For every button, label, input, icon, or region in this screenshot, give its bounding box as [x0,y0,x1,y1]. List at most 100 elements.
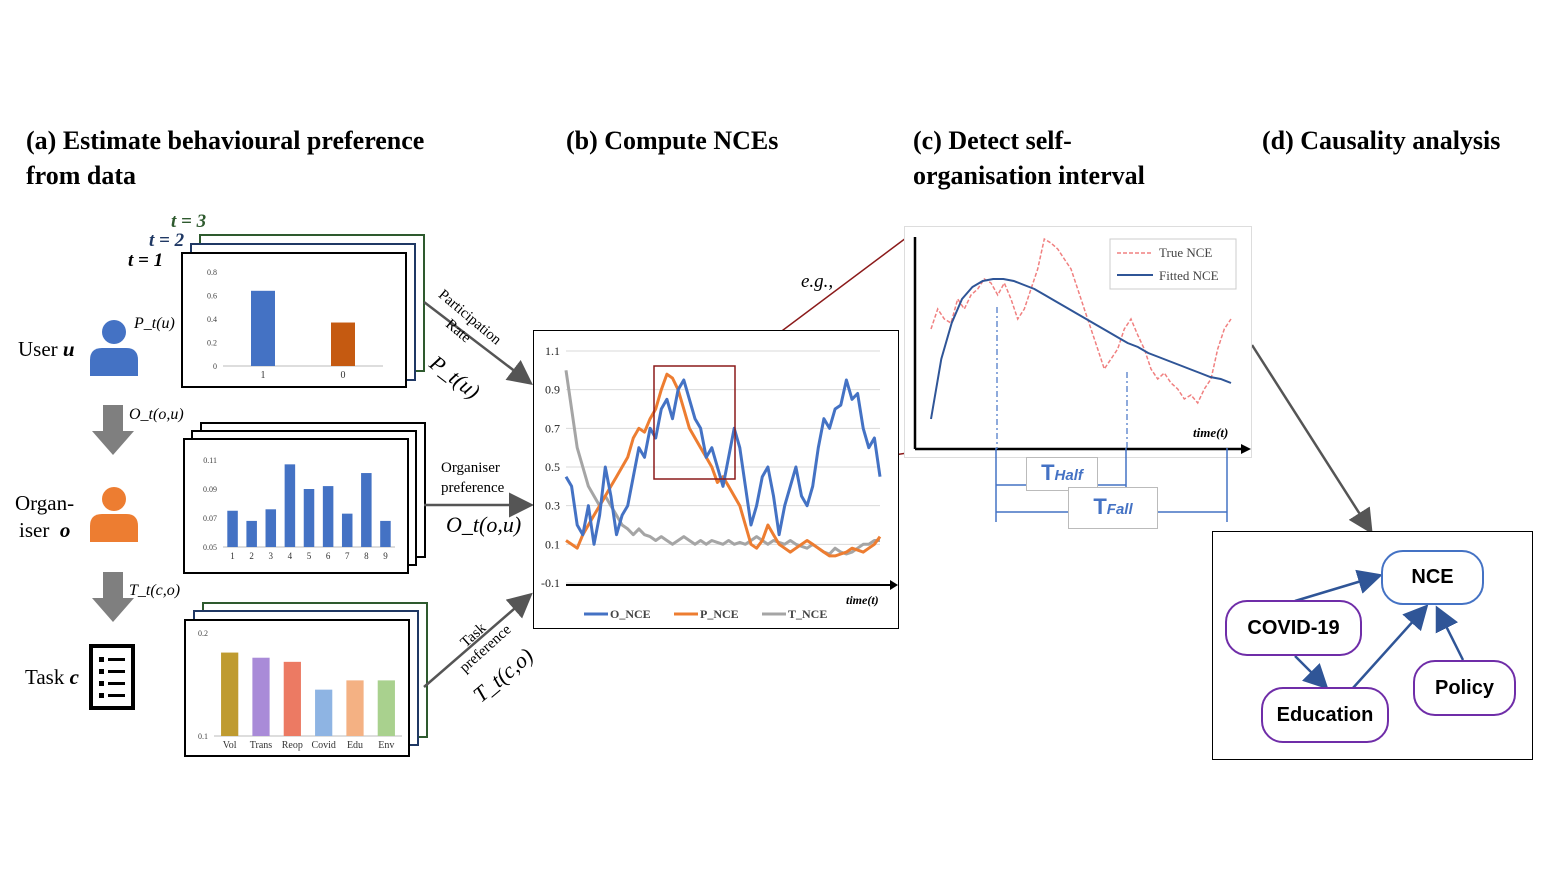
chart3-bar [221,652,239,736]
chart2-bar [246,520,257,547]
series-fitted-nce [930,278,1232,420]
chart1-xtick: 1 [261,370,266,381]
legend-label-true-nce: True NCE [1159,245,1212,260]
c-xlabel: time(t) [1193,425,1228,440]
nce-ytick: -0.1 [541,576,560,590]
nce-ytick: 0.5 [545,460,560,474]
series-true-nce [930,237,1232,405]
legend-label-P_NCE: P_NCE [700,607,739,621]
chart3-xtick: Vol [223,740,237,751]
chart1-ytick: 0.2 [207,339,217,348]
participation-bar-chart: 0.8 0.6 0.4 0.2 0 1 0 [207,268,383,381]
chart3-bar [252,657,270,736]
heading-c: (c) Detect self- organisation interval [913,123,1145,193]
chart2-xtick: 1 [230,551,235,561]
p-t-u-label: P_t(u) [134,315,175,332]
t-half-sub: Half [1054,467,1083,484]
chart2-xtick: 2 [249,551,254,561]
heading-c-line2: organisation interval [913,161,1145,190]
stack-label-t3: t = 3 [171,211,207,232]
chart1-bar [251,290,275,366]
user-icon [90,320,138,376]
task-list-icon [89,644,135,710]
arrow-task [423,592,533,688]
arrow-participation [423,301,533,386]
down-arrow-2 [92,572,134,622]
series-O_NCE [564,378,882,546]
chart2-ytick: 0.11 [203,456,217,465]
chart3-xtick: Covid [311,740,335,751]
chart1-ytick: 0 [213,362,217,371]
chart3-xtick: Reop [282,740,303,751]
chart2-ytick: 0.09 [203,485,217,494]
chart3-bar [283,661,301,736]
chart3-ytick: 0.1 [198,732,208,741]
organiser-pref-line1: Organiser [441,460,500,476]
chart2-bar [284,464,296,547]
series-T_NCE [564,370,880,556]
chart3-ytick: 0.2 [198,629,208,638]
heading-d: (d) Causality analysis [1262,126,1501,155]
heading-c-line1: (c) Detect self- [913,126,1072,155]
node-policy: Policy [1413,660,1516,716]
causal-edges [1294,569,1465,690]
chart2-bar [341,513,353,547]
stack-label-t2: t = 2 [149,230,185,251]
self-org-line-chart: time(t) True NCE Fitted NCE [913,237,1251,454]
chart3-xtick: Env [378,740,394,751]
t-half-main: T [1041,460,1055,485]
chart2-xtick: 4 [288,551,293,561]
chart1-ytick: 0.8 [207,268,217,277]
user-var: u [62,337,75,361]
zoom-highlight-box [653,365,736,480]
chart2-card: 0.11 0.09 0.07 0.05 1 2 3 4 5 6 7 8 9 [183,438,409,574]
chart2-ytick: 0.05 [203,543,217,552]
chart1-xtick: 0 [341,370,346,381]
t-fall-label: TFall [1068,487,1158,529]
chart2-xtick: 8 [364,551,369,561]
chart3-xtick: Trans [250,740,273,751]
edge-policy-nce [1435,605,1465,661]
organiser-bar-chart: 0.11 0.09 0.07 0.05 1 2 3 4 5 6 7 8 9 [203,456,395,561]
series-P_NCE [565,372,882,558]
o-t-ou-label: O_t(o,u) [129,406,184,423]
t-t-co-label: T_t(c,o) [129,582,181,599]
chart2-xtick: 3 [269,551,274,561]
task-label-text: Task [25,665,65,689]
edge-covid-education [1294,655,1329,690]
chart3-xtick: Edu [347,740,363,751]
nce-line-chart: 1.1 0.9 0.7 0.5 0.3 0.1 -0.1 time(t) O_NCE P_NCE T… [541,344,898,621]
arrow-to-causality [1250,344,1373,535]
chart3-bar [346,680,364,736]
task-label: Task c [25,665,79,690]
chart1-ytick: 0.6 [207,292,217,301]
nce-ytick: 0.1 [545,537,560,551]
chart2-bar [380,520,391,547]
mid-formula: O_t(o,u) [446,512,522,537]
stack-label-t1: t = 1 [128,250,164,271]
chart2-ytick: 0.07 [203,514,217,523]
node-covid: COVID-19 [1225,600,1362,656]
self-org-chart-panel: time(t) True NCE Fitted NCE [904,226,1252,458]
task-var: c [69,665,79,689]
chart3-bar [315,689,333,736]
edge-education-nce [1352,604,1429,689]
chart2-bar [227,510,238,547]
t-fall-main: T [1093,494,1107,519]
nce-ytick: 1.1 [545,344,560,358]
edge-covid-nce [1294,569,1383,603]
heading-a-line1: (a) Estimate behavioural preference [26,126,425,155]
chart2-bar [265,509,277,547]
t-fall-sub: Fall [1106,501,1133,518]
nce-chart-panel: 1.1 0.9 0.7 0.5 0.3 0.1 -0.1 time(t) O_NCE P_NCE T… [533,330,899,629]
chart2-bar [361,473,372,547]
user-label-text: User [18,337,58,361]
node-education: Education [1261,687,1389,743]
organiser-label: Organ- iser o [15,490,74,544]
chart1-card: 0.8 0.6 0.4 0.2 0 1 0 [181,252,407,388]
t-half-label: THalf [1026,457,1098,491]
chart2-xtick: 6 [326,551,331,561]
c-legend-box [1109,238,1237,290]
organiser-var: o [59,518,71,542]
nce-ytick: 0.7 [545,421,560,435]
